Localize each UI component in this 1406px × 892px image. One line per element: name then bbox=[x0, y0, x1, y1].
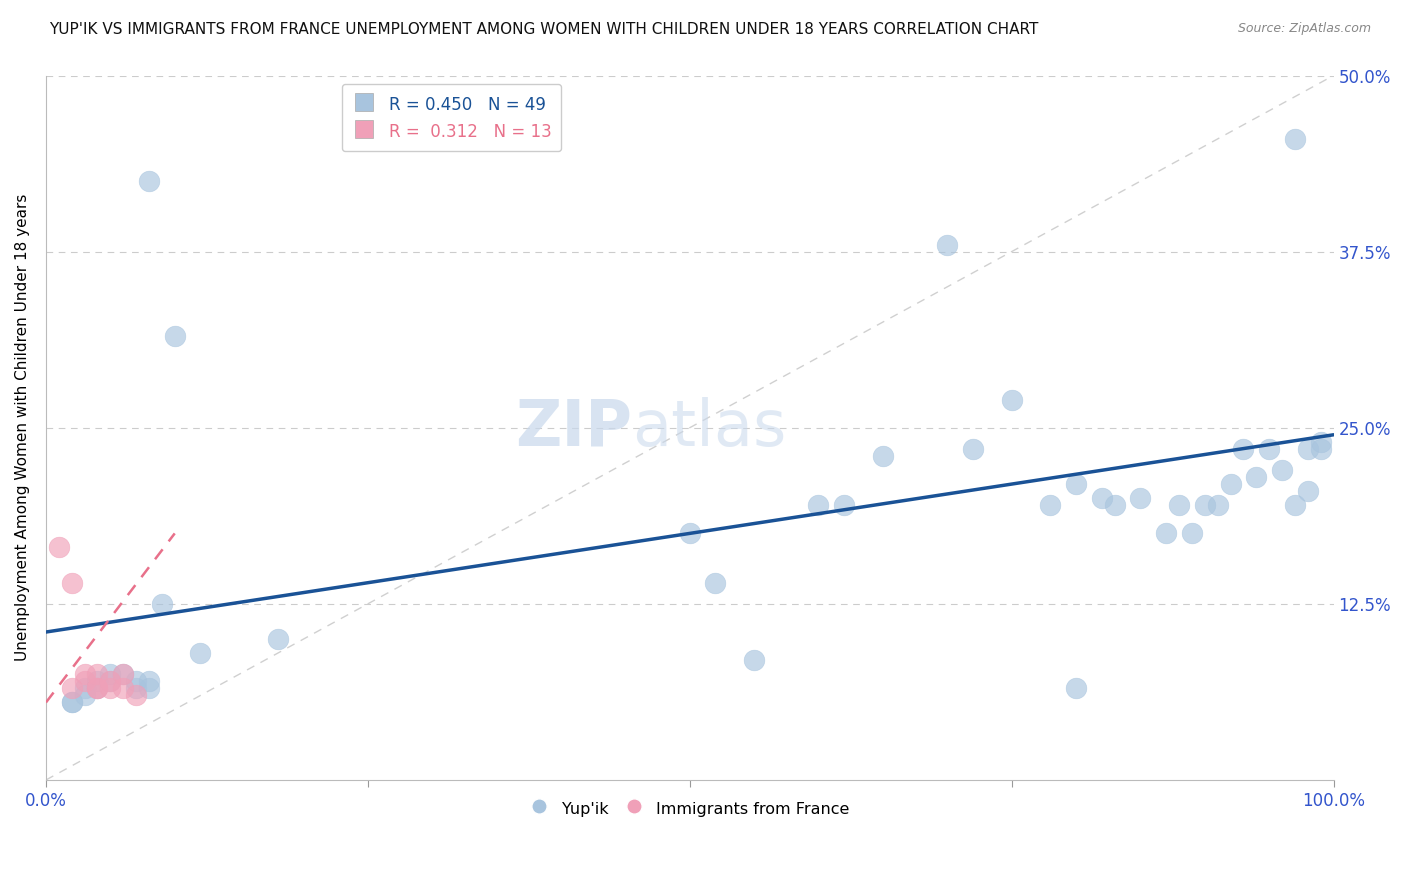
Point bbox=[1104, 498, 1126, 512]
Point bbox=[872, 449, 894, 463]
Point bbox=[73, 689, 96, 703]
Point bbox=[98, 681, 121, 696]
Text: ZIP: ZIP bbox=[515, 397, 631, 458]
Point bbox=[86, 681, 108, 696]
Point bbox=[1168, 498, 1191, 512]
Point bbox=[1296, 484, 1319, 499]
Point bbox=[138, 674, 160, 689]
Text: atlas: atlas bbox=[631, 397, 786, 458]
Text: Source: ZipAtlas.com: Source: ZipAtlas.com bbox=[1237, 22, 1371, 36]
Point bbox=[1219, 477, 1241, 491]
Point bbox=[73, 674, 96, 689]
Point bbox=[60, 575, 83, 590]
Text: YUP'IK VS IMMIGRANTS FROM FRANCE UNEMPLOYMENT AMONG WOMEN WITH CHILDREN UNDER 18: YUP'IK VS IMMIGRANTS FROM FRANCE UNEMPLO… bbox=[49, 22, 1039, 37]
Point bbox=[1246, 470, 1268, 484]
Point bbox=[1194, 498, 1216, 512]
Point bbox=[98, 674, 121, 689]
Point bbox=[1154, 526, 1177, 541]
Point bbox=[832, 498, 855, 512]
Point bbox=[86, 681, 108, 696]
Point bbox=[125, 689, 148, 703]
Legend: Yup'ik, Immigrants from France: Yup'ik, Immigrants from France bbox=[523, 792, 856, 825]
Point bbox=[60, 681, 83, 696]
Point bbox=[1271, 463, 1294, 477]
Point bbox=[1309, 442, 1331, 456]
Point bbox=[1064, 681, 1087, 696]
Point bbox=[98, 674, 121, 689]
Point bbox=[1091, 491, 1114, 505]
Point bbox=[112, 681, 135, 696]
Point bbox=[1001, 392, 1024, 407]
Point bbox=[112, 667, 135, 681]
Point bbox=[86, 667, 108, 681]
Point bbox=[1129, 491, 1152, 505]
Point bbox=[60, 696, 83, 710]
Point bbox=[98, 667, 121, 681]
Point bbox=[163, 329, 186, 343]
Point bbox=[125, 681, 148, 696]
Point bbox=[1309, 434, 1331, 449]
Point bbox=[807, 498, 830, 512]
Point bbox=[936, 237, 959, 252]
Point bbox=[962, 442, 984, 456]
Point bbox=[1064, 477, 1087, 491]
Point bbox=[1232, 442, 1254, 456]
Y-axis label: Unemployment Among Women with Children Under 18 years: Unemployment Among Women with Children U… bbox=[15, 194, 30, 662]
Point bbox=[60, 696, 83, 710]
Point bbox=[742, 653, 765, 667]
Point bbox=[1258, 442, 1281, 456]
Point bbox=[679, 526, 702, 541]
Point bbox=[73, 681, 96, 696]
Point bbox=[125, 674, 148, 689]
Point bbox=[190, 646, 212, 660]
Point bbox=[267, 632, 290, 646]
Point bbox=[1039, 498, 1062, 512]
Point bbox=[48, 541, 70, 555]
Point bbox=[1181, 526, 1204, 541]
Point bbox=[138, 681, 160, 696]
Point bbox=[138, 174, 160, 188]
Point bbox=[86, 674, 108, 689]
Point bbox=[1206, 498, 1229, 512]
Point bbox=[1284, 498, 1306, 512]
Point bbox=[704, 575, 727, 590]
Point bbox=[112, 667, 135, 681]
Point bbox=[86, 681, 108, 696]
Point bbox=[150, 597, 173, 611]
Point bbox=[1296, 442, 1319, 456]
Point bbox=[1284, 132, 1306, 146]
Point bbox=[73, 667, 96, 681]
